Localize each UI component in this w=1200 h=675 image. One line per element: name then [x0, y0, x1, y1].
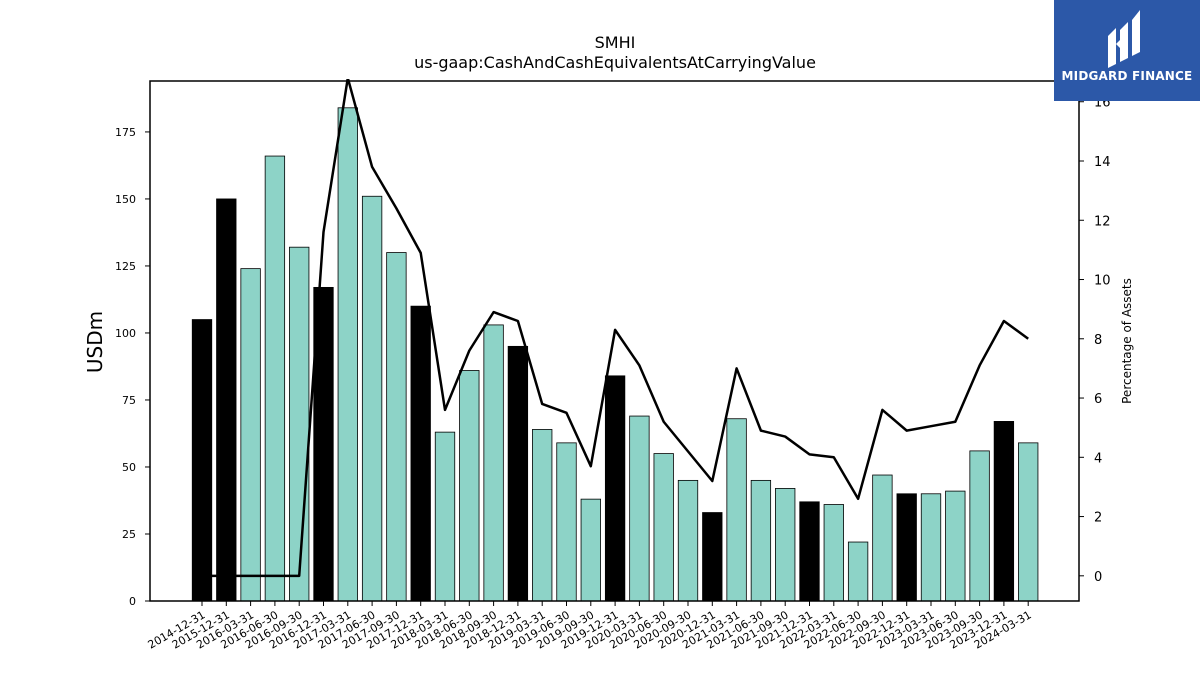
bar-2021-03-31: [726, 418, 747, 602]
bar-2016-03-31: [240, 268, 261, 602]
y-axis-label: USDm: [83, 311, 107, 373]
y-axis-left: 0 25 50 75 100 125 150 175: [115, 126, 150, 608]
plot-frame: [149, 80, 1080, 602]
bar-2016-06-30: [264, 155, 286, 602]
bar-2014-12-31: [191, 319, 213, 602]
y2-tick-label: 2: [1094, 511, 1102, 526]
bar-2021-09-30: [775, 488, 796, 602]
bar-2023-06-30: [945, 490, 966, 602]
bar-2017-06-30: [361, 195, 383, 602]
bar-2023-03-31: [920, 493, 942, 602]
bar-2023-12-31: [993, 421, 1015, 602]
bar-2017-09-30: [386, 252, 407, 602]
bar-2019-12-31: [604, 375, 626, 602]
bar-2024-03-31: [1018, 442, 1039, 602]
bar-2023-09-30: [969, 450, 990, 602]
y2-tick-label: 12: [1094, 214, 1111, 229]
y-tick-label: 125: [115, 260, 136, 273]
bar-2018-09-30: [483, 324, 504, 602]
midgard-finance-logo: MIDGARD FINANCE: [1054, 0, 1200, 101]
bar-2018-12-31: [507, 345, 529, 602]
y-tick-label: 175: [115, 126, 136, 139]
bar-2022-06-30: [847, 541, 869, 602]
bar-2015-12-31: [216, 198, 237, 602]
bar-2018-03-31: [434, 431, 456, 602]
y-tick-label: 150: [115, 193, 136, 206]
bar-2021-12-31: [799, 501, 820, 602]
midgard-logo-icon: [1108, 10, 1140, 68]
chart-title: SMHI: [595, 33, 636, 52]
y2-tick-label: 10: [1094, 274, 1111, 289]
y-tick-label: 0: [129, 595, 136, 608]
bar-2020-12-31: [702, 512, 723, 602]
bar-2020-03-31: [629, 415, 650, 602]
y-tick-label: 100: [115, 327, 136, 340]
y2-tick-label: 6: [1094, 392, 1102, 407]
y-tick-label: 50: [122, 461, 136, 474]
bar-2020-06-30: [653, 453, 674, 602]
y2-tick-label: 4: [1094, 451, 1102, 466]
bar-series: [191, 107, 1039, 602]
y-tick-label: 25: [122, 528, 136, 541]
line-series: [202, 79, 1029, 578]
bar-2022-09-30: [872, 474, 893, 602]
y2-tick-label: 0: [1094, 570, 1102, 585]
x-axis: 2014-12-312015-12-312016-03-312016-06-30…: [146, 601, 1034, 652]
bar-2022-03-31: [823, 504, 844, 602]
logo-text: MIDGARD FINANCE: [1061, 69, 1193, 83]
bar-2018-06-30: [459, 370, 480, 602]
y2-tick-label: 14: [1094, 155, 1111, 170]
y-tick-label: 75: [122, 394, 136, 407]
y2-tick-label: 8: [1094, 333, 1102, 348]
bar-2019-09-30: [580, 498, 601, 602]
bar-2017-03-31: [337, 107, 358, 602]
bar-2019-06-30: [556, 442, 577, 602]
bar-2019-03-31: [532, 429, 553, 602]
bar-2022-12-31: [896, 493, 917, 602]
bar-2017-12-31: [410, 305, 431, 602]
percentage-of-assets-line: [202, 79, 1029, 578]
chart-subtitle: us-gaap:CashAndCashEquivalentsAtCarrying…: [414, 53, 816, 72]
y2-axis-label: Percentage of Assets: [1120, 278, 1134, 404]
bar-2016-09-30: [289, 246, 310, 602]
bar-2020-09-30: [677, 479, 699, 602]
bar-2021-06-30: [750, 479, 772, 602]
